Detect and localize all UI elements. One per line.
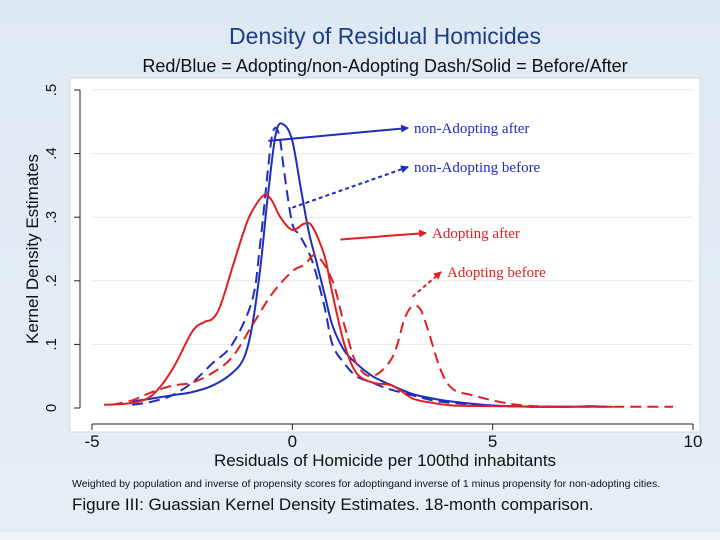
chart-subtitle: Red/Blue = Adopting/non-Adopting Dash/So… xyxy=(142,56,627,76)
annotation-arrow xyxy=(268,124,409,142)
bottom-strip xyxy=(0,532,720,540)
y-tick-label: .4 xyxy=(43,147,60,160)
x-tick-label: 5 xyxy=(488,432,497,451)
y-tick-label: .3 xyxy=(43,211,60,224)
series xyxy=(103,122,673,408)
annotations: non-Adopting after non-Adopting before Ado… xyxy=(268,121,546,298)
annotation-adopting-after: Adopting after xyxy=(432,226,520,242)
x-tick-label: 10 xyxy=(684,432,703,451)
y-axis-label: Kernel Density Estimates xyxy=(23,154,42,344)
y-tick-label: 0 xyxy=(43,404,60,412)
grid xyxy=(92,89,693,345)
plot-area xyxy=(92,90,693,408)
chart-title: Density of Residual Homicides xyxy=(229,23,541,49)
footnote: Weighted by population and inverse of pr… xyxy=(72,478,660,490)
y-tick-label: .2 xyxy=(43,275,60,288)
annotation-non-adopting-after: non-Adopting after xyxy=(414,121,529,137)
annotation-arrow xyxy=(411,271,442,298)
series-line-adopting-after xyxy=(103,193,613,408)
figure-caption: Figure III: Guassian Kernel Density Esti… xyxy=(72,495,594,514)
series-line-non-adopting-before xyxy=(131,126,573,408)
x-tick-label: -5 xyxy=(84,432,99,451)
x-axis-label: Residuals of Homicide per 100thd inhabit… xyxy=(214,451,556,470)
y-tick-label: .1 xyxy=(43,338,60,351)
series-line-adopting-before xyxy=(111,253,673,408)
series-line-non-adopting-after xyxy=(131,122,605,408)
x-tick-label: 0 xyxy=(288,432,297,451)
annotation-non-adopting-before: non-Adopting before xyxy=(414,160,541,176)
annotation-arrow xyxy=(340,229,427,241)
annotation-adopting-before: Adopting before xyxy=(447,265,546,281)
y-tick-label: .5 xyxy=(43,84,60,97)
axes: 0 .1 .2 .3 .4 .5 -5 0 5 10 xyxy=(43,84,702,451)
